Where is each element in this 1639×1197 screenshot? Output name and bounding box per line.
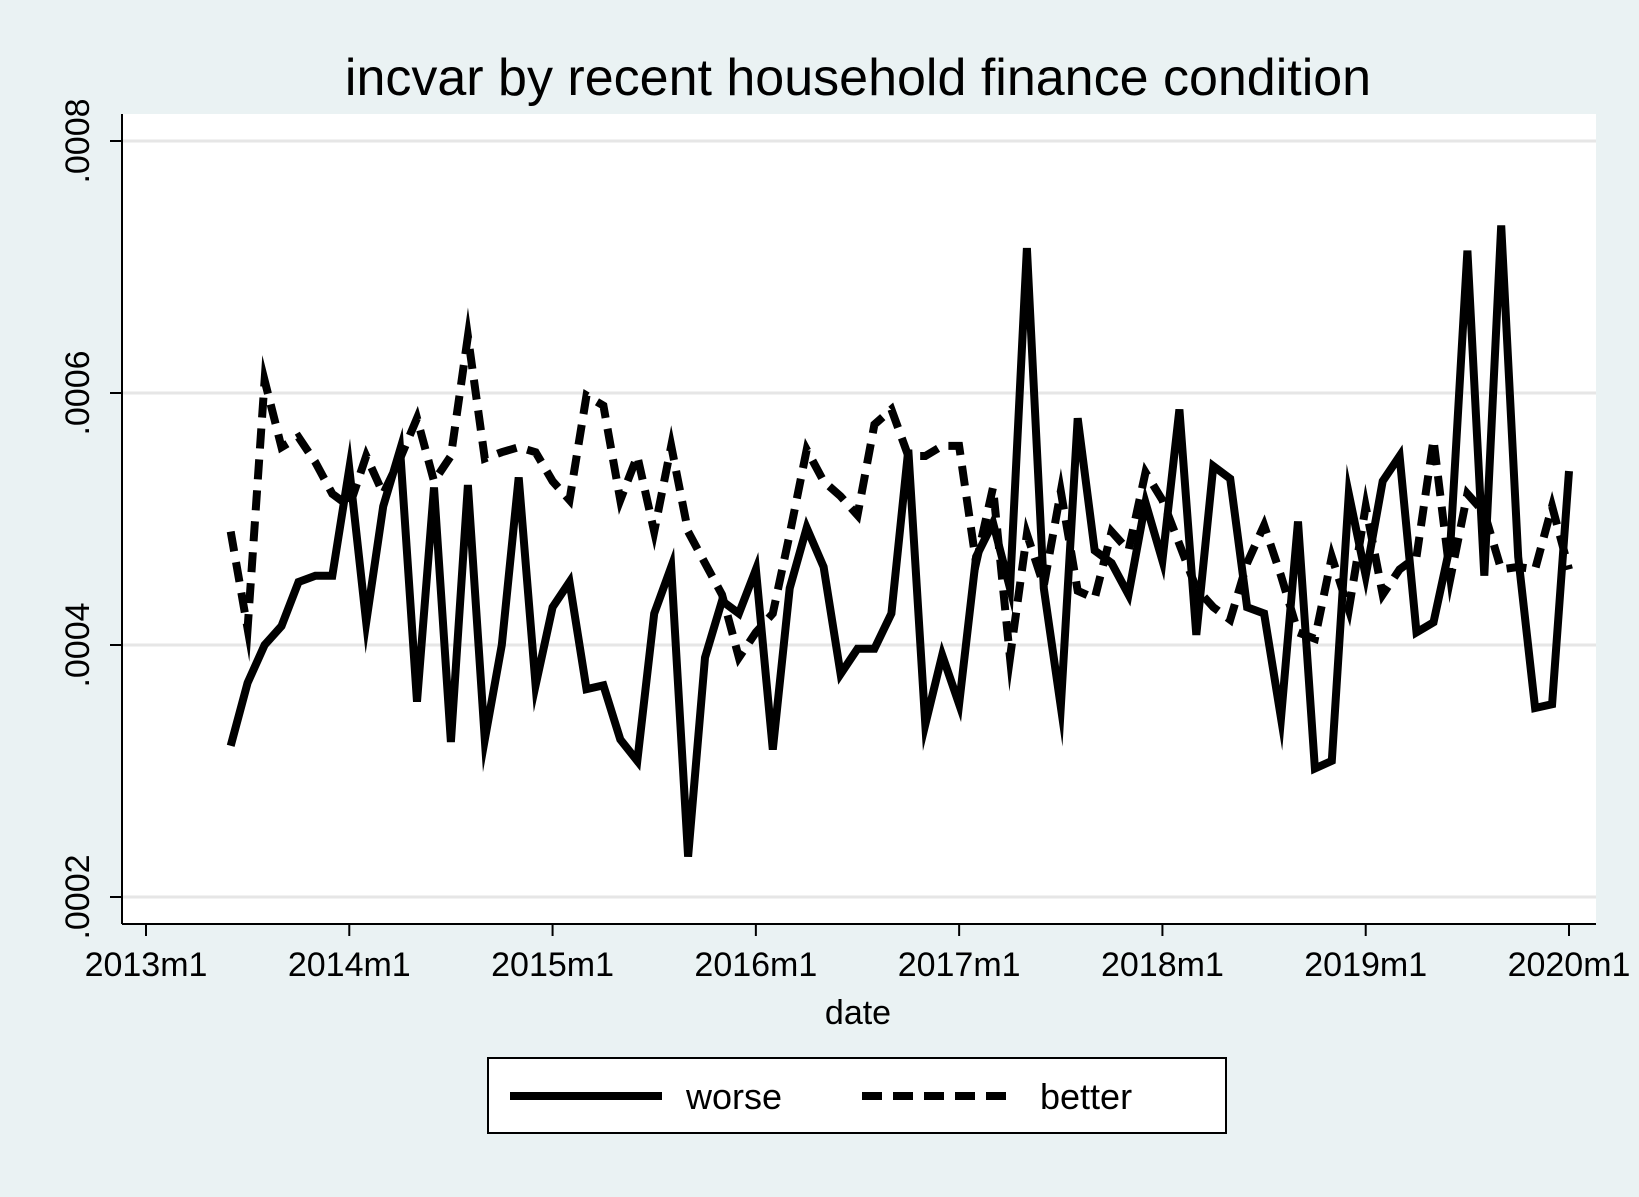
x-axis: 2013m1 2014m1 2015m1 2016m1 2017m1 2018m1 2019… (85, 923, 1631, 984)
y-tick-label: .0008 (59, 98, 97, 183)
series-line-worse (226, 225, 1573, 858)
x-tick-label: 2016m1 (694, 946, 817, 984)
chart-title: incvar by recent household finance condi… (345, 49, 1371, 107)
legend-label-worse: worse (685, 1076, 782, 1117)
x-tick-label: 2013m1 (85, 946, 208, 984)
x-tick-label: 2014m1 (288, 946, 411, 984)
x-tick-label: 2019m1 (1304, 946, 1427, 984)
x-tick-label: 2020m1 (1508, 946, 1631, 984)
y-axis: .0002 .0004 .0006 .0008 (59, 98, 123, 940)
y-tick-label: .0004 (59, 602, 97, 687)
y-tick-label: .0006 (59, 350, 97, 435)
legend-label-better: better (1040, 1076, 1132, 1117)
x-tick-label: 2015m1 (491, 946, 614, 984)
y-tick-label: .0002 (59, 854, 97, 939)
series-lines (226, 225, 1573, 858)
gridlines (122, 139, 1596, 899)
x-tick-label: 2018m1 (1101, 946, 1224, 984)
series-line-better (226, 307, 1573, 692)
x-tick-label: 2017m1 (898, 946, 1021, 984)
x-axis-title: date (825, 994, 891, 1032)
legend: worse better (487, 1057, 1227, 1134)
